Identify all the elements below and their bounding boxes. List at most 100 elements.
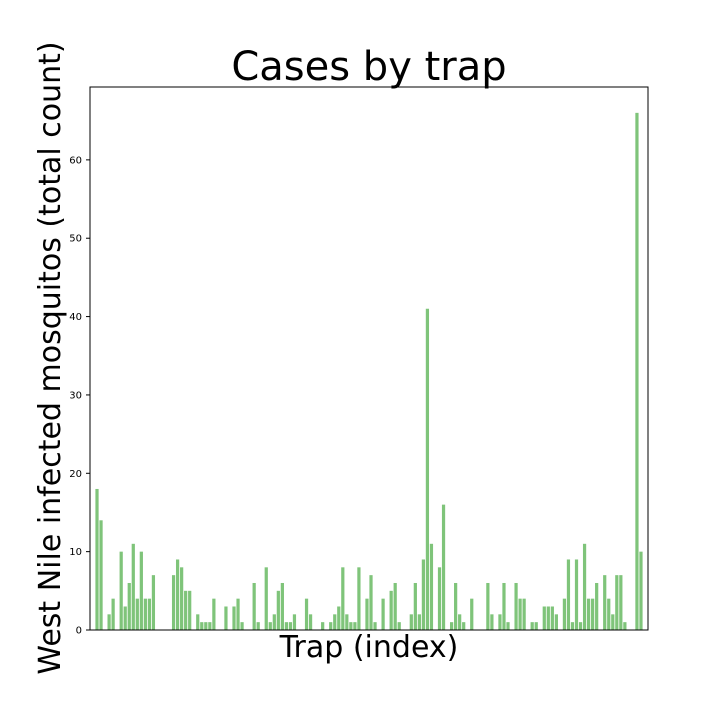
bar <box>139 551 143 630</box>
bar <box>175 559 180 630</box>
bar <box>252 582 256 630</box>
bar <box>171 575 176 630</box>
bar <box>224 606 228 630</box>
bar <box>204 622 208 630</box>
bar <box>449 622 454 630</box>
bar <box>570 622 575 630</box>
bar <box>256 622 260 630</box>
bar <box>276 590 280 630</box>
bar <box>514 582 518 630</box>
bar <box>232 606 236 630</box>
bar <box>542 606 546 630</box>
chart-title: Cases by trap <box>231 44 506 90</box>
bar <box>607 598 611 630</box>
y-tick-label: 10 <box>69 547 82 558</box>
bar <box>200 622 204 630</box>
bar <box>623 622 627 630</box>
bar <box>393 582 397 630</box>
bar <box>345 614 349 630</box>
bar <box>329 622 333 630</box>
bar <box>470 598 474 630</box>
bar <box>421 559 426 630</box>
bar <box>591 598 595 630</box>
bar <box>240 622 244 630</box>
bar <box>151 575 156 630</box>
bar <box>518 598 522 630</box>
bar <box>337 606 341 630</box>
bar <box>321 622 325 630</box>
bar <box>429 543 434 630</box>
bars-group <box>95 112 643 631</box>
bar <box>530 622 534 630</box>
bar <box>619 575 623 630</box>
bar <box>353 622 357 630</box>
bar <box>611 614 615 630</box>
bar <box>188 590 192 630</box>
bar <box>357 567 361 630</box>
bar <box>582 543 587 630</box>
y-tick-label: 0 <box>76 626 82 637</box>
bar <box>180 567 184 630</box>
bar <box>280 582 284 630</box>
bar <box>458 614 462 630</box>
y-axis-ticks: 0 10 20 30 40 50 60 <box>69 155 90 637</box>
bar <box>490 614 494 630</box>
bar <box>441 504 446 630</box>
bar <box>147 598 152 630</box>
bar <box>550 606 554 630</box>
bar <box>208 622 212 630</box>
bar <box>341 567 345 630</box>
bar <box>236 598 240 630</box>
bar <box>389 590 393 630</box>
bar <box>578 622 583 630</box>
bar <box>425 308 430 630</box>
bar <box>349 622 353 630</box>
bar <box>486 582 490 630</box>
bar <box>373 622 377 630</box>
bar <box>127 582 131 630</box>
plot-frame <box>89 86 649 631</box>
bar <box>506 622 510 630</box>
bar <box>522 598 526 630</box>
bar <box>534 622 538 630</box>
bar <box>615 575 619 630</box>
bar <box>184 590 188 630</box>
bar <box>498 614 502 630</box>
bar <box>397 622 401 630</box>
bar <box>292 614 297 630</box>
bar <box>308 614 313 630</box>
bar <box>123 606 127 630</box>
y-tick-label: 50 <box>69 234 82 245</box>
y-tick-label: 30 <box>69 390 82 401</box>
bar <box>288 622 293 630</box>
bar <box>566 559 571 630</box>
bar <box>635 112 639 631</box>
bar <box>603 575 607 630</box>
bar <box>417 614 421 630</box>
bar <box>369 575 373 630</box>
bar <box>131 543 135 630</box>
bar <box>95 488 99 630</box>
bar <box>437 567 442 630</box>
bar <box>268 622 272 630</box>
bar <box>119 551 123 630</box>
bar <box>413 582 417 630</box>
y-tick-label: 60 <box>69 155 82 166</box>
bar <box>135 598 139 630</box>
bar <box>111 598 115 630</box>
bar <box>409 614 413 630</box>
bar <box>143 598 147 630</box>
bar <box>196 614 200 630</box>
bar <box>365 598 369 630</box>
bar <box>304 598 309 630</box>
bar <box>272 614 276 630</box>
bar <box>586 598 591 630</box>
bar <box>212 598 216 630</box>
bar <box>562 598 567 630</box>
y-tick-label: 20 <box>69 469 82 480</box>
bar <box>107 614 111 630</box>
bar <box>546 606 550 630</box>
x-axis-label: Trap (index) <box>279 630 459 665</box>
bar <box>381 598 385 630</box>
